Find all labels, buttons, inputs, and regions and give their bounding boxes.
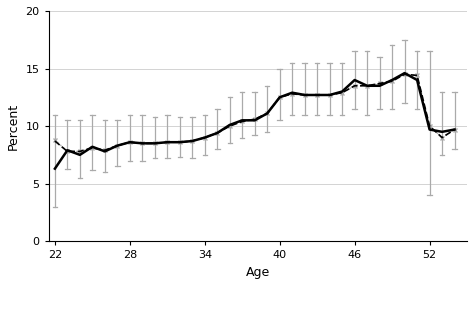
X-axis label: Age: Age: [246, 266, 270, 279]
Y-axis label: Percent: Percent: [7, 103, 20, 150]
